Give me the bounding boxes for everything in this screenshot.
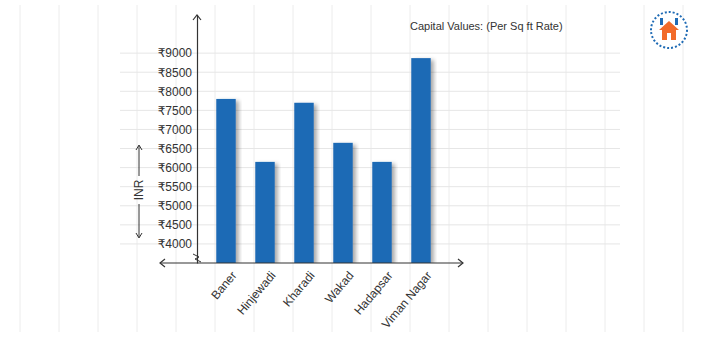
y-tick-label: ₹8000 bbox=[158, 85, 193, 99]
x-axis: BanerHinjewadiKharadiWakadHadapsarViman … bbox=[208, 263, 434, 331]
grid-line bbox=[120, 224, 620, 225]
paper-line bbox=[527, 5, 528, 332]
y-label-group: INR bbox=[132, 145, 146, 238]
y-tick-label: ₹8500 bbox=[158, 66, 193, 80]
paper-line bbox=[137, 5, 138, 332]
paper-line bbox=[566, 5, 567, 332]
x-tick-label: Hinjewadi bbox=[234, 269, 278, 318]
y-tick: ₹5500 bbox=[158, 180, 197, 194]
y-tick: ₹4500 bbox=[158, 218, 197, 232]
paper-line bbox=[488, 5, 489, 332]
bar bbox=[216, 99, 236, 263]
y-label-arrowhead bbox=[136, 233, 142, 238]
y-axis: ₹4000 ₹4500 ₹5000 ₹5500 ₹6000 ₹6500 ₹7000 ₹7500… bbox=[158, 16, 198, 264]
grid-line bbox=[120, 186, 620, 187]
logo-ring bbox=[651, 12, 687, 48]
arrow-left bbox=[160, 259, 165, 267]
logo bbox=[651, 12, 687, 48]
x-tick: Hinjewadi bbox=[234, 263, 278, 317]
paper-line bbox=[371, 5, 372, 332]
paper-line bbox=[683, 5, 684, 332]
arrow-up bbox=[193, 15, 201, 20]
paper-line bbox=[410, 5, 411, 332]
y-tick-label: ₹5500 bbox=[158, 180, 193, 194]
paper-line bbox=[449, 5, 450, 332]
x-tick: Viman Nagar bbox=[379, 263, 435, 331]
grid-line bbox=[120, 53, 620, 54]
y-axis-title: INR bbox=[132, 179, 146, 200]
chart-svg: ₹4000 ₹4500 ₹5000 ₹5500 ₹6000 ₹6500 ₹7000 ₹7500… bbox=[0, 0, 704, 340]
paper-line bbox=[20, 5, 21, 332]
bar bbox=[411, 58, 431, 263]
paper-line bbox=[59, 5, 60, 332]
y-tick-label: ₹9000 bbox=[158, 46, 193, 60]
bar bbox=[255, 162, 275, 263]
y-tick-label: ₹6500 bbox=[158, 142, 193, 156]
y-label-arrow bbox=[139, 146, 140, 176]
chart-title: Capital Values: (Per Sq ft Rate) bbox=[410, 20, 563, 32]
paper-line bbox=[605, 5, 606, 332]
graph-paper bbox=[20, 5, 683, 332]
logo-chimney bbox=[675, 18, 678, 25]
y-tick-label: ₹4500 bbox=[158, 218, 193, 232]
grid-line bbox=[120, 148, 620, 149]
y-tick: ₹8500 bbox=[158, 66, 197, 80]
y-tick-label: ₹4000 bbox=[158, 237, 193, 251]
y-tick: ₹7000 bbox=[158, 123, 197, 137]
paper-line bbox=[332, 5, 333, 332]
y-axis-line bbox=[197, 16, 198, 264]
y-label-arrowhead bbox=[136, 145, 142, 150]
x-tick: Kharadi bbox=[280, 263, 317, 309]
paper-line bbox=[293, 5, 294, 332]
x-tick-label: Wakad bbox=[322, 269, 356, 306]
y-tick: ₹9000 bbox=[158, 46, 197, 60]
bar bbox=[333, 143, 353, 263]
x-tick-label: Kharadi bbox=[280, 269, 317, 310]
bar bbox=[294, 103, 314, 263]
grid-line bbox=[120, 72, 620, 73]
x-tick: Wakad bbox=[322, 263, 356, 306]
paper-line bbox=[215, 5, 216, 332]
y-tick-label: ₹5000 bbox=[158, 199, 193, 213]
axis-break bbox=[193, 254, 201, 262]
grid-line bbox=[120, 205, 620, 206]
logo-door bbox=[667, 33, 671, 40]
axis-decoration bbox=[160, 15, 463, 267]
bars bbox=[216, 58, 431, 263]
y-tick-label: ₹7500 bbox=[158, 104, 193, 118]
grid-line bbox=[120, 91, 620, 92]
x-tick-label: Viman Nagar bbox=[379, 269, 435, 331]
paper-line bbox=[644, 5, 645, 332]
y-tick: ₹7500 bbox=[158, 104, 197, 118]
grid-line bbox=[120, 129, 620, 130]
x-tick-label: Baner bbox=[208, 269, 239, 303]
paper-line bbox=[254, 5, 255, 332]
grid-line bbox=[120, 243, 620, 244]
y-tick: ₹6500 bbox=[158, 142, 197, 156]
y-tick: ₹4000 bbox=[158, 237, 197, 251]
bar bbox=[372, 162, 392, 263]
x-baseline bbox=[160, 262, 463, 263]
y-tick-label: ₹7000 bbox=[158, 123, 193, 137]
paper-line bbox=[98, 5, 99, 332]
chart-container: ₹4000 ₹4500 ₹5000 ₹5500 ₹6000 ₹6500 ₹7000 ₹7500… bbox=[0, 0, 704, 340]
y-tick: ₹6000 bbox=[158, 161, 197, 175]
y-tick: ₹5000 bbox=[158, 199, 197, 213]
y-tick: ₹8000 bbox=[158, 85, 197, 99]
grid-line bbox=[120, 167, 620, 168]
grid bbox=[120, 53, 620, 244]
y-tick-label: ₹6000 bbox=[158, 161, 193, 175]
logo-chimney bbox=[660, 18, 663, 25]
grid-line bbox=[120, 110, 620, 111]
y-label-arrow bbox=[139, 204, 140, 237]
arrow-right bbox=[458, 259, 463, 267]
x-tick: Baner bbox=[208, 263, 239, 302]
